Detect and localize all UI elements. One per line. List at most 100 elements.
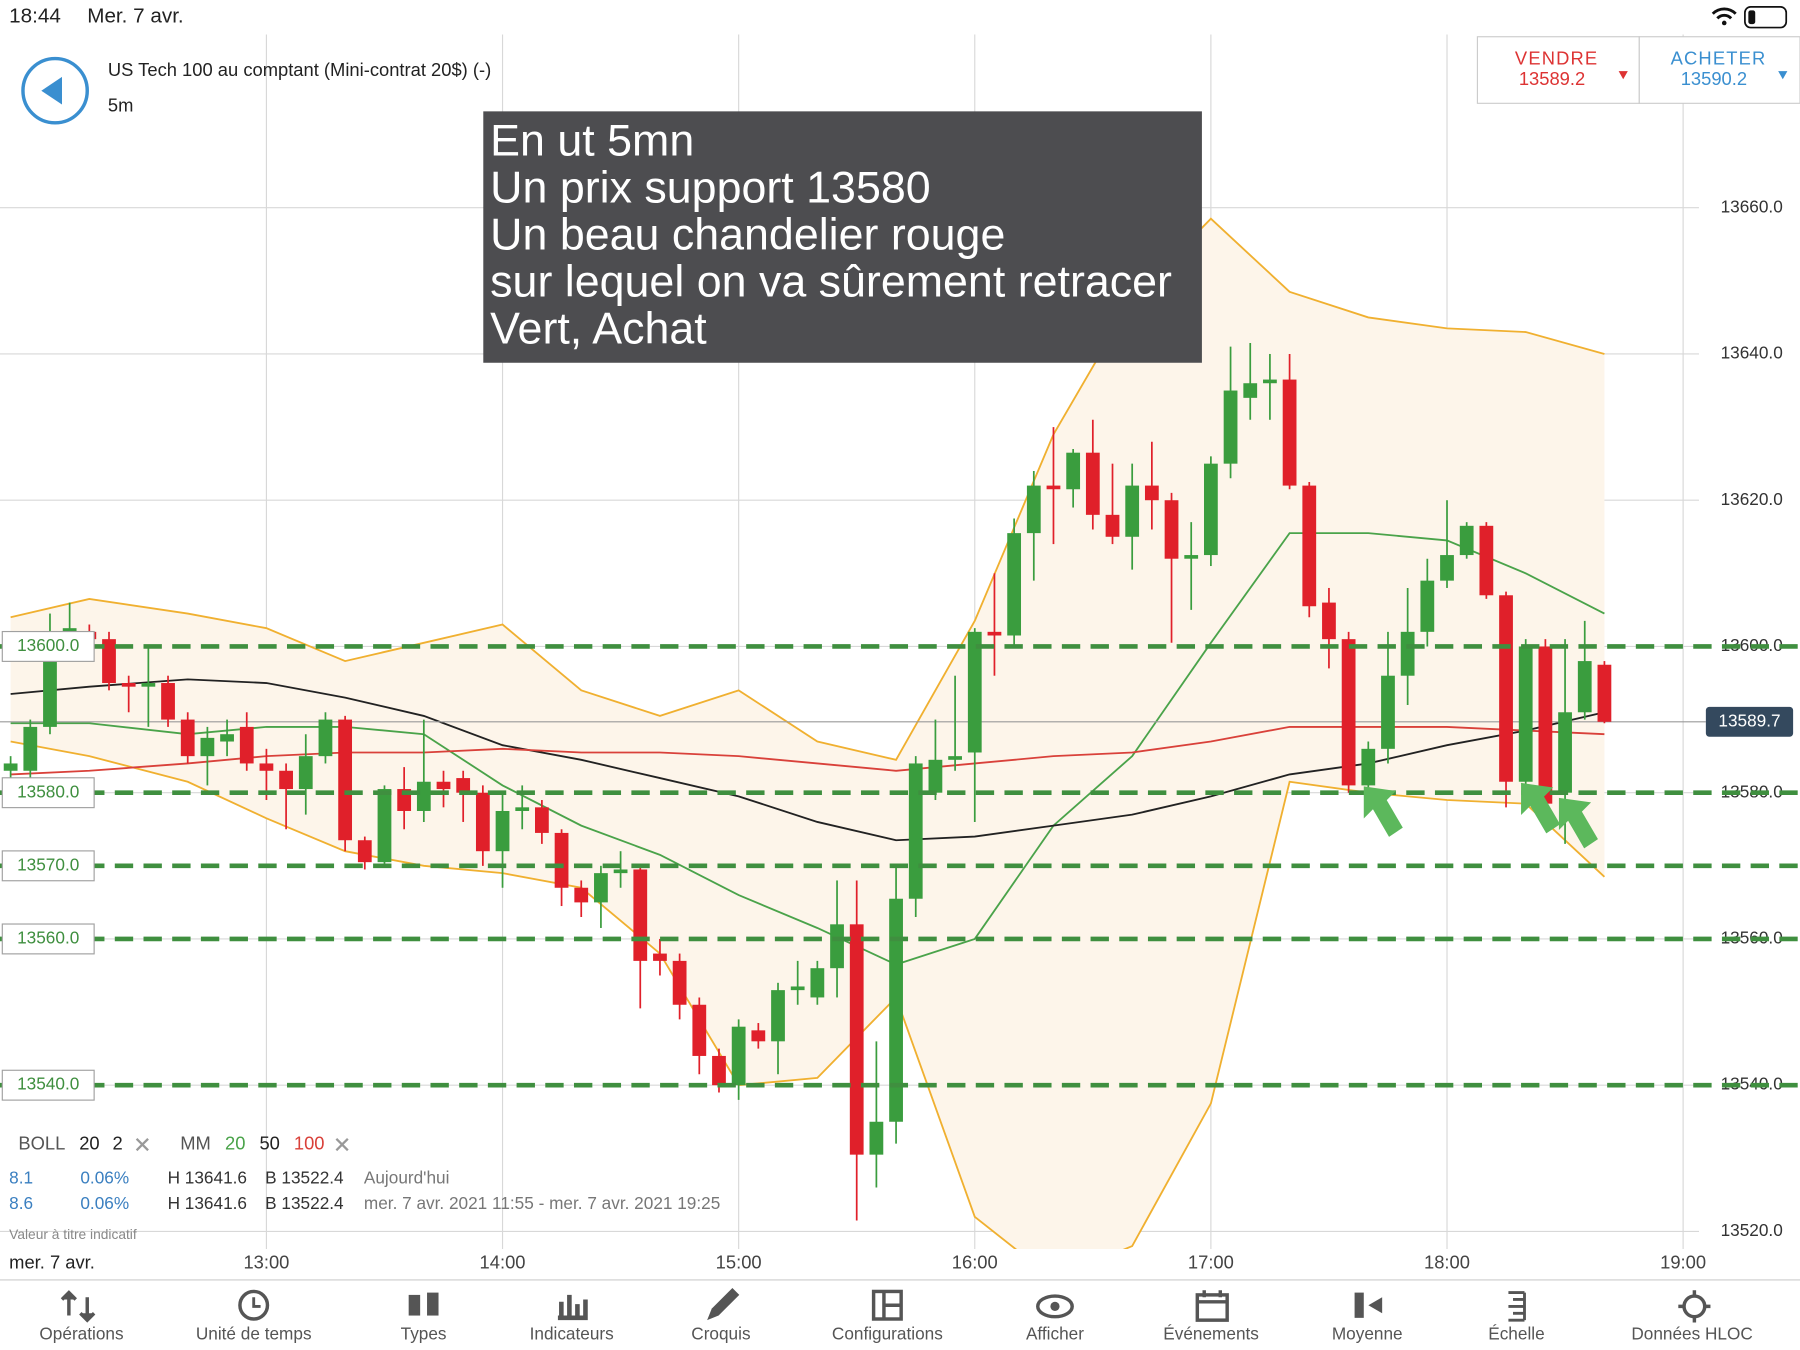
sell-button[interactable]: VENDRE 13589.2 — [1476, 36, 1640, 104]
disclaimer: Valeur à titre indicatif — [9, 1227, 137, 1242]
candle-body — [1538, 646, 1553, 804]
candle-body — [928, 759, 943, 793]
toolbar-label[interactable]: Types — [401, 1324, 447, 1344]
icon-average-arrow[interactable] — [1368, 1297, 1383, 1314]
arrow — [1363, 786, 1403, 837]
mm-remove[interactable] — [335, 1137, 349, 1152]
candle-body — [318, 719, 333, 757]
candle-body — [357, 840, 372, 863]
icon-indicators[interactable] — [557, 1294, 588, 1321]
candle-body — [830, 924, 844, 969]
icon-operations[interactable] — [60, 1290, 96, 1323]
candle-body — [1322, 602, 1336, 640]
status-icons — [1711, 6, 1788, 29]
toolbar-icons[interactable] — [60, 1288, 1711, 1323]
y-tick-label: 13640.0 — [1721, 343, 1783, 363]
candle-body — [869, 1121, 884, 1155]
candle-body — [515, 807, 530, 811]
toolbar-label[interactable]: Croquis — [691, 1324, 750, 1344]
sell-box[interactable] — [1476, 36, 1640, 104]
toolbar-label[interactable]: Événements — [1163, 1324, 1259, 1344]
toolbar-label[interactable]: Configurations — [832, 1324, 943, 1344]
buy-price[interactable]: 13590.2 — [1681, 68, 1747, 89]
candle-body — [535, 807, 549, 833]
candle-body — [1203, 463, 1218, 556]
icon-scale[interactable] — [1508, 1291, 1526, 1322]
x-tick-label: 17:00 — [1188, 1252, 1234, 1273]
buy-caret[interactable] — [1778, 71, 1788, 80]
x-tick-label: 14:00 — [480, 1252, 526, 1273]
candle-body — [1361, 748, 1376, 786]
candle-body — [1026, 485, 1041, 534]
icon-time-hands[interactable] — [252, 1297, 261, 1308]
candle-body — [1341, 639, 1356, 786]
icon-config-lines[interactable] — [882, 1291, 902, 1320]
icon-types[interactable] — [427, 1292, 439, 1316]
level-label-box — [1, 850, 95, 882]
candle-body — [121, 683, 136, 687]
info-cell: B 13522.4 — [265, 1168, 344, 1188]
icon-display-pupil[interactable] — [1050, 1301, 1060, 1311]
annotation-line: Un beau chandelier rouge — [490, 209, 1005, 259]
last-price-label: 13589.7 — [1718, 710, 1780, 730]
sell-price[interactable]: 13589.2 — [1519, 68, 1585, 89]
icon-events[interactable] — [1195, 1293, 1229, 1322]
icon-hloc-ticks[interactable] — [1678, 1290, 1711, 1323]
level-label: 13580.0 — [17, 781, 79, 801]
icon-display[interactable] — [1036, 1294, 1074, 1319]
x-tick-label: 13:00 — [243, 1252, 289, 1273]
moving-average — [10, 532, 1605, 966]
candle-body — [1420, 580, 1435, 632]
candle-body — [1007, 533, 1022, 636]
candle-body — [1184, 555, 1199, 559]
back-button[interactable] — [21, 56, 89, 125]
toolbar-label[interactable]: Échelle — [1488, 1324, 1544, 1344]
toolbar: Opérations Unité de temps Types Indicateurs… — [39, 1324, 1752, 1344]
info-cell: H 13641.6 — [168, 1168, 247, 1188]
boll-remove[interactable] — [135, 1137, 149, 1152]
candle-body — [1381, 675, 1395, 749]
toolbar-label[interactable]: Afficher — [1026, 1324, 1084, 1344]
candle-body — [554, 832, 569, 888]
icon-sketch[interactable] — [707, 1288, 740, 1321]
candle-body — [948, 756, 962, 760]
battery-icon — [1744, 6, 1788, 29]
toolbar-label[interactable]: Opérations — [39, 1324, 123, 1344]
icon-average[interactable] — [1354, 1292, 1364, 1318]
candle-body — [239, 726, 254, 764]
icon-events-lines[interactable] — [1197, 1290, 1228, 1304]
candle-body — [1597, 664, 1612, 722]
plot-layer — [0, 217, 1706, 1249]
info-rows: 8.1 0.06% H 13641.6 B 13522.4 Aujourd'hui 8.6… — [9, 1168, 720, 1213]
icon-types[interactable] — [408, 1294, 421, 1316]
mm-period: 50 — [259, 1132, 279, 1153]
candle-body — [62, 628, 77, 632]
annotation: En ut 5mn Un prix support 13580 Un beau … — [483, 111, 1202, 363]
sell-label[interactable]: VENDRE — [1515, 48, 1598, 69]
candle-body — [633, 869, 648, 961]
candle-body — [731, 1026, 746, 1086]
buy-box[interactable] — [1638, 36, 1800, 104]
timeframe: 5m — [108, 95, 134, 116]
info-cell: 8.6 — [9, 1193, 33, 1213]
buy-label[interactable]: ACHETER — [1671, 48, 1767, 69]
candle-body — [751, 1030, 766, 1042]
toolbar-label[interactable]: Unité de temps — [196, 1324, 312, 1344]
battery-level — [1748, 10, 1756, 25]
level-label-box — [1, 630, 95, 662]
candle-body — [1518, 646, 1533, 782]
toolbar-label[interactable]: Données HLOC — [1631, 1324, 1752, 1344]
icon-time[interactable] — [238, 1289, 270, 1321]
toolbar-label[interactable]: Moyenne — [1332, 1324, 1403, 1344]
back-arrow[interactable] — [41, 76, 62, 105]
candle-body — [200, 737, 215, 757]
y-tick-label: 13620.0 — [1721, 489, 1783, 509]
x-tick-label: 15:00 — [716, 1252, 762, 1273]
buy-button[interactable]: ACHETER 13590.2 — [1638, 36, 1800, 104]
info-cell: 0.06% — [80, 1193, 129, 1213]
sell-caret[interactable] — [1618, 71, 1628, 80]
candle-body — [1400, 631, 1415, 676]
candle-body — [1479, 525, 1494, 596]
toolbar-label[interactable]: Indicateurs — [530, 1324, 614, 1344]
